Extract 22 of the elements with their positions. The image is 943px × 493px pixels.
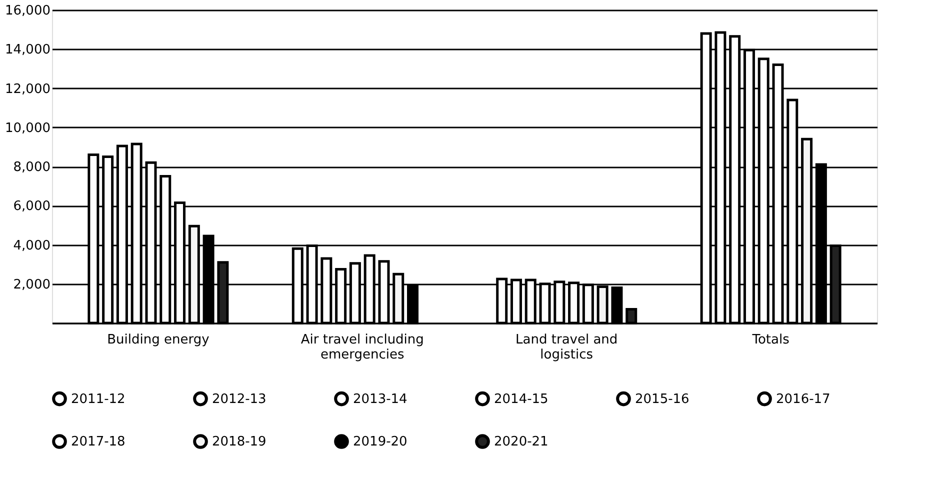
x-tick-label: Air travel including emergencies xyxy=(300,332,424,362)
y-tick-label: 4,000 xyxy=(13,238,50,254)
y-tick-label: 10,000 xyxy=(5,120,50,136)
legend-label: 2017-18 xyxy=(71,434,126,450)
legend-label: 2019-20 xyxy=(353,434,408,450)
legend-label: 2014-15 xyxy=(494,392,548,407)
x-tick-label: Land travel and logistics xyxy=(516,332,618,362)
legend-label: 2018-19 xyxy=(212,434,266,450)
legend-label: 2015-16 xyxy=(635,392,690,407)
y-tick-label: 14,000 xyxy=(5,42,50,58)
y-tick-label: 12,000 xyxy=(5,82,50,97)
legend-label: 2012-13 xyxy=(212,392,266,407)
y-tick-label: 8,000 xyxy=(13,160,50,175)
y-tick-label: 2,000 xyxy=(13,277,50,292)
legend-label: 2013-14 xyxy=(353,392,408,407)
y-tick-label: 6,000 xyxy=(13,199,50,214)
legend-label: 2016-17 xyxy=(776,392,830,407)
legend-label: 2011-12 xyxy=(71,392,126,407)
x-tick-label: Totals xyxy=(751,332,790,348)
x-tick-label: Building energy xyxy=(107,332,210,348)
legend-label: 2020-21 xyxy=(494,434,548,450)
y-tick-label: 16,000 xyxy=(5,4,50,18)
